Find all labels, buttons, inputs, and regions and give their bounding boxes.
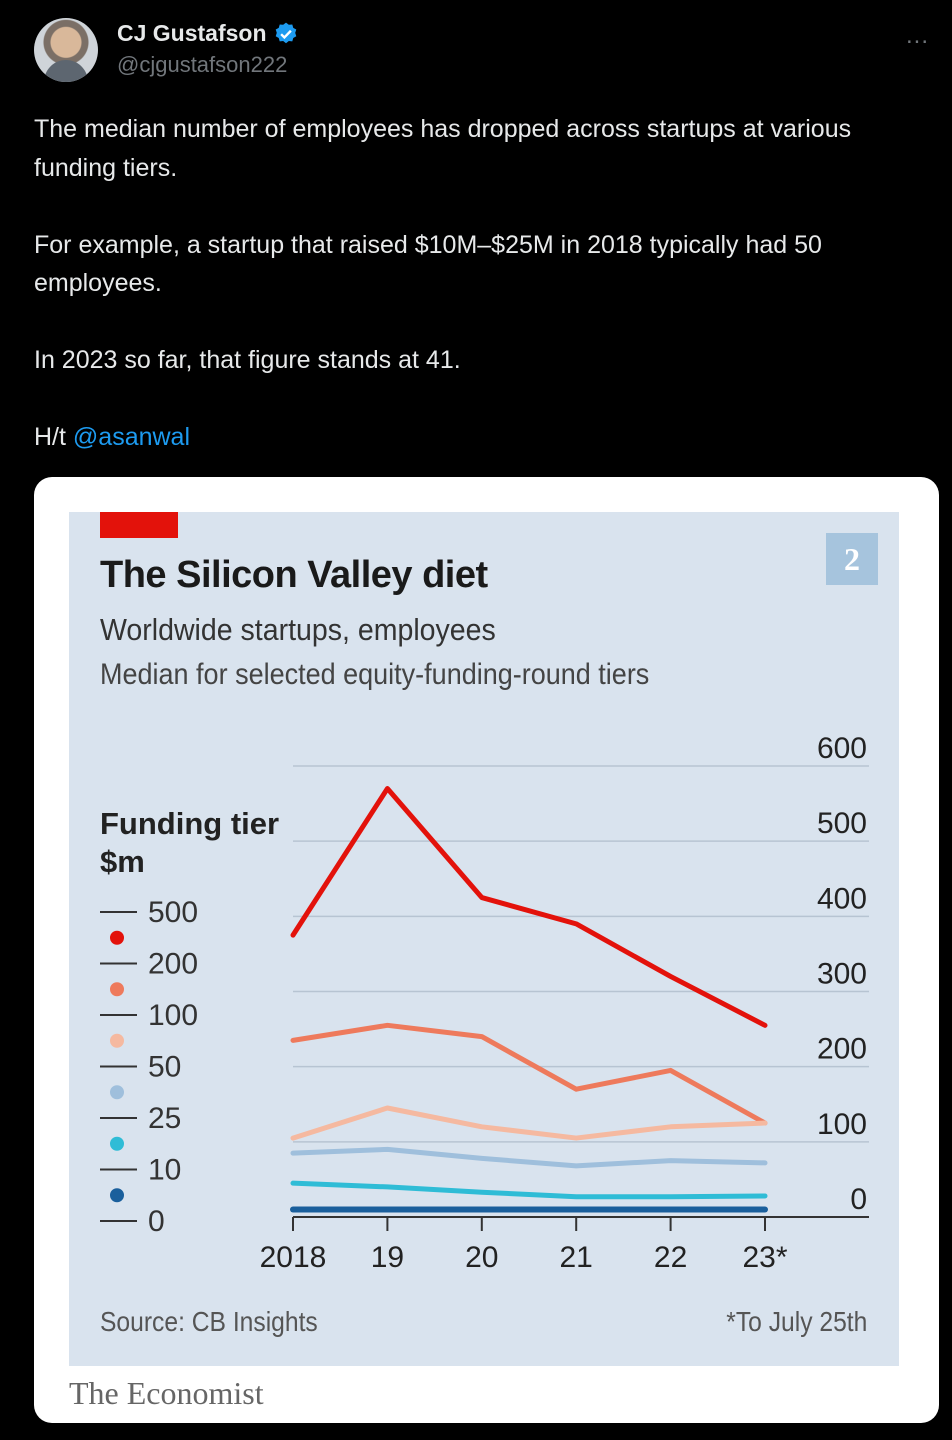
series-line	[290, 1105, 768, 1141]
tweet-paragraph: The median number of employees has dropp…	[34, 115, 852, 182]
legend-dot	[110, 1188, 124, 1203]
x-tick-label: 22	[654, 1241, 687, 1274]
tweet-paragraph: For example, a startup that raised $10M–…	[34, 230, 822, 298]
y-tick-label: 500	[817, 807, 867, 840]
tweet-media-image[interactable]: The Silicon Valley diet Worldwide startu…	[34, 477, 939, 1423]
legend-tick-label: 10	[148, 1154, 181, 1187]
more-options-icon[interactable]: ...	[906, 22, 930, 49]
author-name[interactable]: CJ Gustafson	[117, 20, 267, 46]
publisher-logo: The Economist	[69, 1375, 264, 1411]
x-tick-label: 2018	[260, 1241, 327, 1274]
economist-red-bar	[100, 512, 178, 538]
legend-tick-label: 500	[148, 896, 198, 929]
author-handle[interactable]: @cjgustafson222	[117, 52, 288, 77]
y-tick-label: 600	[817, 732, 867, 765]
y-tick-label: 200	[817, 1033, 867, 1066]
chart-number-badge: 2	[826, 533, 878, 585]
chart-note: Median for selected equity-funding-round…	[100, 658, 650, 691]
y-tick-label: 300	[817, 958, 867, 991]
x-tick-label: 20	[465, 1241, 498, 1274]
mention-link[interactable]: @asanwal	[72, 423, 191, 451]
tweet-text: The median number of employees has dropp…	[34, 110, 924, 457]
hat-tip-prefix: H/t	[34, 423, 73, 451]
legend-title: $m	[100, 844, 145, 879]
verified-badge-icon	[275, 22, 296, 43]
y-tick-label: 400	[817, 882, 867, 915]
author-name-row: CJ Gustafson	[117, 20, 299, 47]
x-tick-label: 19	[371, 1241, 404, 1274]
tweet-paragraph: H/t @asanwal	[34, 418, 924, 457]
y-tick-label: 0	[850, 1183, 867, 1216]
series-line	[290, 1146, 768, 1169]
chart-panel: The Silicon Valley diet Worldwide startu…	[69, 512, 899, 1366]
author-avatar[interactable]	[34, 18, 98, 82]
legend-tick-label: 200	[148, 948, 198, 981]
series-line	[290, 1180, 768, 1200]
legend-tick-label: 0	[148, 1205, 165, 1238]
y-tick-label: 100	[817, 1108, 867, 1141]
series-line	[290, 786, 768, 1028]
x-tick-label: 21	[560, 1241, 593, 1274]
chart-title: The Silicon Valley diet	[100, 554, 488, 596]
legend-dot	[110, 1085, 124, 1100]
x-tick-label: 23*	[742, 1241, 787, 1274]
avatar-figure	[44, 60, 88, 82]
legend-dot	[110, 1136, 124, 1151]
legend-dot	[110, 1033, 124, 1048]
legend-tick-label: 25	[148, 1102, 181, 1135]
legend-title: Funding tier	[100, 806, 279, 841]
chart-footnote: *To July 25th	[725, 1306, 867, 1337]
legend-dot	[110, 982, 124, 997]
chart-source: Source: CB Insights	[100, 1306, 318, 1337]
tweet-paragraph: In 2023 so far, that figure stands at 41…	[34, 346, 461, 374]
series-line	[290, 1022, 768, 1126]
legend-dot	[110, 930, 124, 945]
chart-subtitle: Worldwide startups, employees	[100, 612, 496, 647]
legend-tick-label: 100	[148, 999, 198, 1032]
legend-tick-label: 50	[148, 1051, 181, 1084]
